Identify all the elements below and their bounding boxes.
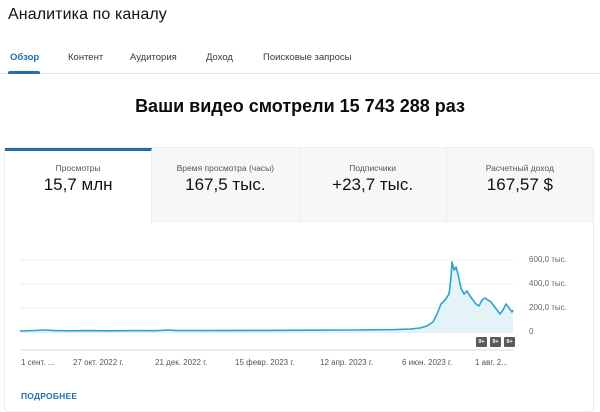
x-tick-label: 21 дек. 2022 г. xyxy=(155,358,208,367)
y-tick-label: 400,0 тыс. xyxy=(529,279,567,288)
metric-revenue[interactable]: Расчетный доход 167,57 $ xyxy=(446,148,593,223)
x-tick-label: 1 сент. ... xyxy=(21,358,55,367)
y-tick-label: 0 xyxy=(529,327,534,336)
video-publish-badge[interactable]: 9+ xyxy=(476,337,487,347)
tab-audience[interactable]: Аудитория xyxy=(130,52,177,63)
metric-views[interactable]: Просмотры 15,7 млн xyxy=(5,148,153,223)
metric-value: 167,5 тыс. xyxy=(185,175,266,194)
metric-label: Время просмотра (часы) xyxy=(176,163,275,173)
metric-label: Расчетный доход xyxy=(485,163,554,173)
chart-plot xyxy=(19,259,514,351)
x-tick-label: 12 апр. 2023 г. xyxy=(320,358,373,367)
views-headline: Ваши видео смотрели 15 743 288 раз xyxy=(135,96,465,116)
tab-revenue[interactable]: Доход xyxy=(206,52,233,63)
x-tick-label: 27 окт. 2022 г. xyxy=(73,358,124,367)
metric-value: 15,7 млн xyxy=(43,175,113,194)
x-tick-label: 15 февр. 2023 г. xyxy=(235,358,295,367)
page-title: Аналитика по каналу xyxy=(8,6,167,23)
x-tick-label: 6 июн. 2023 г. xyxy=(402,358,453,367)
x-tick-label: 1 авг. 2... xyxy=(475,358,508,367)
active-tab-indicator xyxy=(8,71,40,74)
tab-bar: Обзор Контент Аудитория Доход Поисковые … xyxy=(0,46,600,74)
y-tick-label: 600,0 тыс. xyxy=(529,255,567,264)
more-details-link[interactable]: ПОДРОБНЕЕ xyxy=(21,391,78,401)
tab-content[interactable]: Контент xyxy=(68,52,104,63)
metric-subscribers[interactable]: Подписчики +23,7 тыс. xyxy=(299,148,447,223)
metric-watch-time[interactable]: Время просмотра (часы) 167,5 тыс. xyxy=(152,148,300,223)
metric-label: Подписчики xyxy=(349,163,396,173)
video-publish-badge[interactable]: 9+ xyxy=(490,337,501,347)
metric-tabs: Просмотры 15,7 млн Время просмотра (часы… xyxy=(5,148,593,223)
video-publish-badge[interactable]: 9+ xyxy=(504,337,515,347)
tab-overview[interactable]: Обзор xyxy=(10,52,40,63)
metric-value: +23,7 тыс. xyxy=(332,175,414,194)
views-chart[interactable]: 600,0 тыс. 400,0 тыс. 200,0 тыс. 0 9+ 9+… xyxy=(5,238,593,373)
metric-value: 167,57 $ xyxy=(486,175,553,194)
tab-search-queries[interactable]: Поисковые запросы xyxy=(263,52,352,63)
analytics-card: Просмотры 15,7 млн Время просмотра (часы… xyxy=(4,147,594,412)
metric-label: Просмотры xyxy=(55,163,101,173)
y-tick-label: 200,0 тыс. xyxy=(529,303,567,312)
